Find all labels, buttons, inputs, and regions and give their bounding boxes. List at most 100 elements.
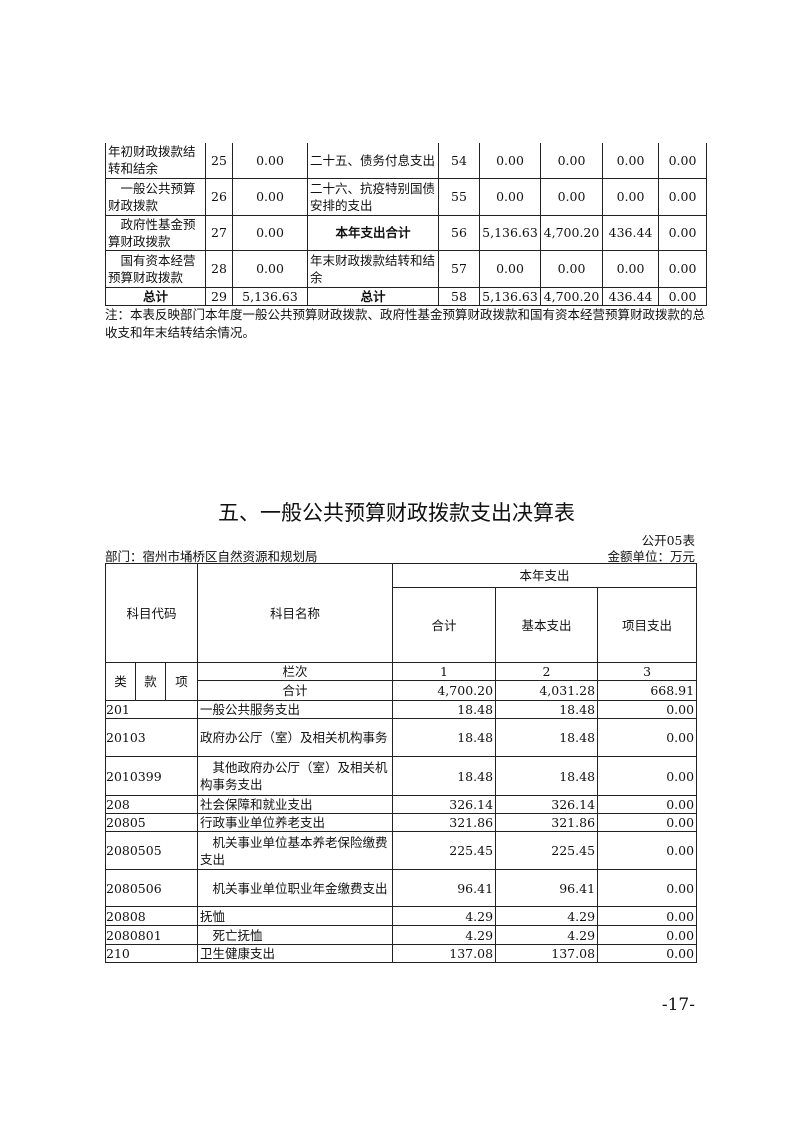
total-label: 合计 xyxy=(197,680,394,701)
row-number: 56 xyxy=(438,214,480,251)
total-amount: 321.86 xyxy=(392,813,497,832)
column-index: 3 xyxy=(597,662,698,681)
expense-total: 0.00 xyxy=(479,143,541,179)
expense-item: 年末财政拨款结转和结余 xyxy=(307,249,439,288)
expense-fund: 0.00 xyxy=(602,143,659,179)
income-amount: 0.00 xyxy=(232,143,308,179)
subject-name: 其他政府办公厅（室）及相关机构事务支出 xyxy=(197,756,394,796)
income-item: 政府性基金预算财政拨款 xyxy=(105,214,206,251)
basic-amount: 321.86 xyxy=(495,813,599,832)
row-number: 55 xyxy=(438,177,480,216)
income-item: 国有资本经营预算财政拨款 xyxy=(105,249,206,288)
basic-amount: 18.48 xyxy=(495,756,599,796)
basic-amount: 96.41 xyxy=(495,869,599,907)
expense-total: 5,136.63 xyxy=(479,286,541,306)
project-amount: 0.00 xyxy=(597,944,698,963)
total-amount: 4.29 xyxy=(392,925,497,945)
total-amount: 137.08 xyxy=(392,944,497,963)
project-amount: 0.00 xyxy=(597,869,698,907)
fiscal-summary-table: 年初财政拨款结转和结余 25 0.00 二十五、债务付息支出 54 0.00 0.00 0.0… xyxy=(105,143,707,306)
subject-name: 一般公共服务支出 xyxy=(197,700,394,719)
basic-amount: 4.29 xyxy=(495,925,599,945)
expenditure-table: 科目代码 科目名称 本年支出 合计 基本支出 项目支出 类 款 项 栏次 1 2… xyxy=(104,563,698,963)
income-amount: 0.00 xyxy=(232,249,308,288)
subject-code: 201 xyxy=(104,700,199,719)
subject-code: 210 xyxy=(104,944,199,963)
expense-general: 0.00 xyxy=(540,177,603,216)
expense-general: 4,700.20 xyxy=(540,286,603,306)
table-row: 一般公共预算财政拨款 26 0.00 二十六、抗疫特别国债安排的支出 55 0.00 0.0… xyxy=(105,177,707,216)
row-number: 54 xyxy=(438,143,480,179)
total-amount: 96.41 xyxy=(392,869,497,907)
expense-general: 4,700.20 xyxy=(540,214,603,251)
total-value: 4,700.20 xyxy=(392,680,497,701)
table-row: 2080506 机关事业单位职业年金缴费支出 96.41 96.41 0.00 xyxy=(104,869,698,907)
header-name: 科目名称 xyxy=(197,563,394,663)
basic-amount: 326.14 xyxy=(495,795,599,814)
column-index: 1 xyxy=(392,662,497,681)
subject-name: 抚恤 xyxy=(197,906,394,926)
subject-code: 2010399 xyxy=(104,756,199,796)
table-row: 201 一般公共服务支出 18.48 18.48 0.00 xyxy=(104,700,698,719)
header-lei: 类 xyxy=(105,662,136,701)
table-row: 总计 29 5,136.63 总计 58 5,136.63 4,700.20 436.44 0.… xyxy=(105,286,707,306)
basic-amount: 137.08 xyxy=(495,944,599,963)
expense-fund: 436.44 xyxy=(602,214,659,251)
subject-name: 行政事业单位养老支出 xyxy=(197,813,394,832)
unit-label: 金额单位：万元 xyxy=(607,549,695,564)
expense-general: 0.00 xyxy=(540,143,603,179)
income-item: 总计 xyxy=(105,286,206,306)
expense-capital: 0.00 xyxy=(658,143,707,179)
table-row: 210 卫生健康支出 137.08 137.08 0.00 xyxy=(104,944,698,963)
column-index: 2 xyxy=(495,662,599,681)
row-number: 58 xyxy=(438,286,480,306)
project-amount: 0.00 xyxy=(597,925,698,945)
project-amount: 0.00 xyxy=(597,831,698,870)
table-row: 2080801 死亡抚恤 4.29 4.29 0.00 xyxy=(104,925,698,945)
subject-name: 机关事业单位职业年金缴费支出 xyxy=(197,869,394,907)
project-amount: 0.00 xyxy=(597,756,698,796)
header-xiang: 项 xyxy=(164,662,199,701)
header-total: 合计 xyxy=(392,587,497,663)
project-amount: 0.00 xyxy=(597,906,698,926)
subject-code: 2080505 xyxy=(104,831,199,870)
project-amount: 0.00 xyxy=(597,700,698,719)
basic-amount: 225.45 xyxy=(495,831,599,870)
income-item: 年初财政拨款结转和结余 xyxy=(105,143,206,179)
expense-item: 二十六、抗疫特别国债安排的支出 xyxy=(307,177,439,216)
header-basic: 基本支出 xyxy=(495,587,599,663)
expense-item: 二十五、债务付息支出 xyxy=(307,143,439,179)
expense-total: 5,136.63 xyxy=(479,214,541,251)
expense-capital: 0.00 xyxy=(658,214,707,251)
basic-amount: 18.48 xyxy=(495,718,599,757)
total-amount: 18.48 xyxy=(392,756,497,796)
total-amount: 18.48 xyxy=(392,718,497,757)
total-value: 668.91 xyxy=(597,680,698,701)
basic-amount: 18.48 xyxy=(495,700,599,719)
header-kuan: 款 xyxy=(135,662,166,701)
subject-name: 社会保障和就业支出 xyxy=(197,795,394,814)
table-row: 2010399 其他政府办公厅（室）及相关机构事务支出 18.48 18.48 0.00 xyxy=(104,756,698,796)
expense-total: 0.00 xyxy=(479,177,541,216)
basic-amount: 4.29 xyxy=(495,906,599,926)
subject-code: 2080801 xyxy=(104,925,199,945)
total-amount: 18.48 xyxy=(392,700,497,719)
table-row: 20805 行政事业单位养老支出 321.86 321.86 0.00 xyxy=(104,813,698,832)
expense-fund: 436.44 xyxy=(602,286,659,306)
row-number: 28 xyxy=(205,249,233,288)
subject-name: 机关事业单位基本养老保险缴费支出 xyxy=(197,831,394,870)
total-amount: 326.14 xyxy=(392,795,497,814)
subject-code: 2080506 xyxy=(104,869,199,907)
subject-code: 20805 xyxy=(104,813,199,832)
expense-item: 总计 xyxy=(307,286,439,306)
page-title: 五、一般公共预算财政拨款支出决算表 xyxy=(218,501,575,525)
header-code: 科目代码 xyxy=(104,563,199,663)
department-label: 部门：宿州市埇桥区自然资源和规划局 xyxy=(105,549,318,564)
table-row: 2080505 机关事业单位基本养老保险缴费支出 225.45 225.45 0.00 xyxy=(104,831,698,870)
project-amount: 0.00 xyxy=(597,813,698,832)
expense-fund: 0.00 xyxy=(602,249,659,288)
expense-total: 0.00 xyxy=(479,249,541,288)
subject-name: 卫生健康支出 xyxy=(197,944,394,963)
table-note: 注：本表反映部门本年度一般公共预算财政拨款、政府性基金预算财政拨款和国有资本经营… xyxy=(105,307,706,340)
table-row: 20103 政府办公厅（室）及相关机构事务 18.48 18.48 0.00 xyxy=(104,718,698,757)
